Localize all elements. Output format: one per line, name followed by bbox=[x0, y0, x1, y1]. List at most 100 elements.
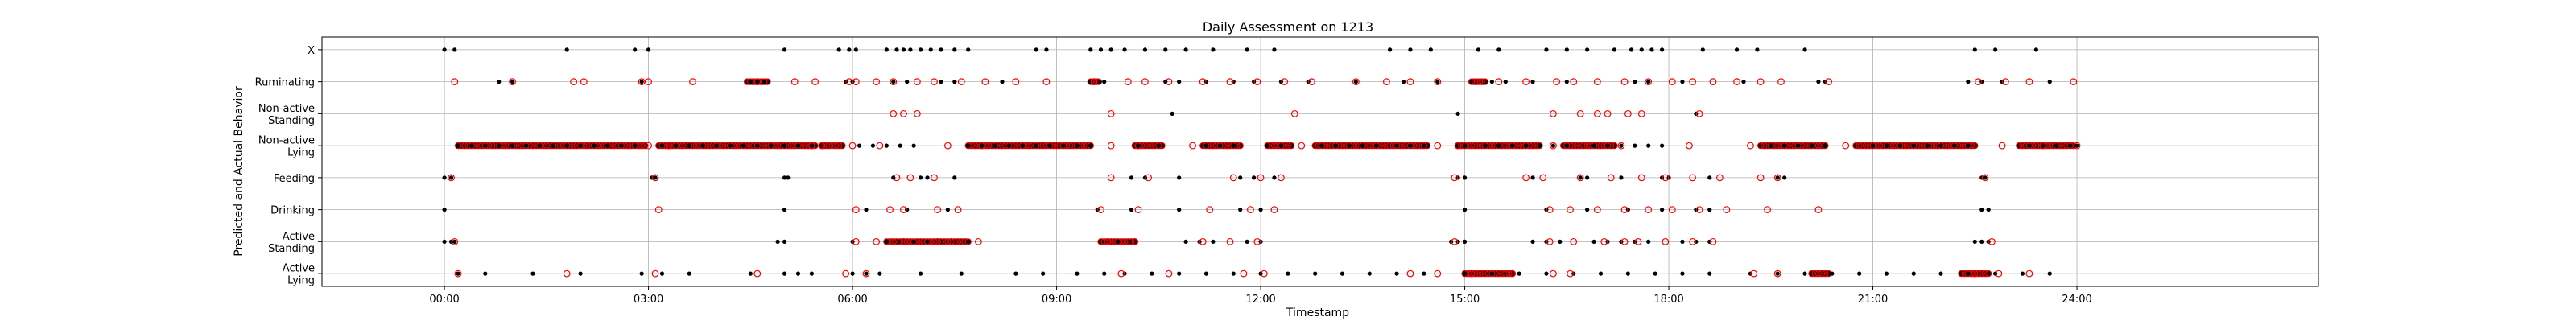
data-point-predicted bbox=[1964, 142, 1971, 150]
data-point-actual bbox=[1496, 143, 1501, 148]
data-point-actual bbox=[1741, 80, 1746, 84]
data-point-actual bbox=[1625, 271, 1630, 276]
data-point-predicted bbox=[893, 174, 901, 182]
data-point-actual bbox=[1211, 47, 1216, 52]
data-point-actual bbox=[1476, 47, 1481, 52]
data-point-actual bbox=[469, 143, 474, 148]
data-point-predicted bbox=[495, 142, 502, 150]
data-point-predicted bbox=[958, 238, 965, 245]
data-point-predicted bbox=[1475, 142, 1482, 150]
data-point-actual bbox=[442, 208, 447, 212]
data-point-predicted bbox=[1319, 142, 1326, 150]
data-point-predicted bbox=[981, 78, 989, 86]
data-point-actual bbox=[1177, 80, 1182, 84]
data-point-actual bbox=[1203, 271, 1209, 276]
axes: 00:00 03:00 06:00 09:00 12:00 15:00 18:00 21:00… bbox=[255, 45, 2092, 306]
data-point-actual bbox=[1098, 47, 1104, 52]
data-point-predicted bbox=[1059, 142, 1067, 150]
data-point-actual bbox=[1966, 80, 1971, 84]
data-point-predicted bbox=[1822, 142, 1829, 150]
data-point-predicted bbox=[740, 142, 747, 150]
data-point-actual bbox=[497, 143, 502, 148]
data-point-actual bbox=[1013, 271, 1018, 276]
data-point-predicted bbox=[1794, 142, 1802, 150]
data-point-actual bbox=[1823, 143, 1827, 148]
data-point-predicted bbox=[689, 78, 696, 86]
data-point-actual bbox=[939, 80, 943, 84]
data-point-actual bbox=[762, 80, 766, 84]
data-point-predicted bbox=[1400, 142, 1407, 150]
data-point-predicted bbox=[475, 142, 482, 150]
data-point-predicted bbox=[1988, 237, 1996, 245]
data-point-predicted bbox=[1100, 238, 1108, 245]
data-point-actual bbox=[1680, 271, 1685, 276]
data-point-actual bbox=[646, 47, 651, 52]
data-point-predicted bbox=[1522, 78, 1530, 86]
data-point-predicted bbox=[1284, 142, 1291, 150]
data-point-predicted bbox=[679, 142, 686, 150]
data-point-actual bbox=[1530, 80, 1535, 84]
data-point-predicted bbox=[1788, 142, 1795, 150]
data-point-predicted bbox=[1468, 78, 1476, 85]
data-run-marker bbox=[1131, 142, 1166, 150]
data-point-predicted bbox=[1393, 142, 1401, 150]
data-point-predicted bbox=[1199, 78, 1207, 86]
data-point-predicted bbox=[1757, 174, 1765, 182]
data-point-predicted bbox=[1689, 78, 1697, 86]
data-point-actual bbox=[1462, 271, 1468, 276]
data-point-actual bbox=[1646, 239, 1651, 244]
data-point-predicted bbox=[753, 78, 762, 86]
data-point-actual bbox=[966, 239, 971, 244]
data-point-predicted bbox=[651, 174, 659, 182]
data-point-predicted bbox=[1145, 174, 1153, 182]
data-point-actual bbox=[1884, 271, 1889, 276]
data-point-actual bbox=[1857, 271, 1862, 276]
data-point-actual bbox=[633, 143, 638, 148]
data-point-predicted bbox=[852, 78, 860, 86]
data-point-predicted bbox=[1822, 270, 1829, 278]
data-point-actual bbox=[1558, 239, 1563, 244]
data-point-actual bbox=[1966, 271, 1971, 276]
data-point-actual bbox=[1646, 143, 1651, 148]
data-point-predicted bbox=[1104, 237, 1112, 245]
data-point-predicted bbox=[761, 78, 768, 85]
data-point-predicted bbox=[1546, 237, 1554, 245]
data-point-actual bbox=[925, 239, 930, 244]
data-point-actual bbox=[748, 271, 753, 276]
data-point-predicted bbox=[1668, 78, 1676, 86]
data-point-actual bbox=[2041, 143, 2046, 148]
data-point-actual bbox=[1795, 143, 1801, 148]
data-point-predicted bbox=[1981, 174, 1989, 182]
x-tick-label: 18:00 bbox=[1653, 294, 1683, 306]
data-point-actual bbox=[1088, 47, 1093, 52]
data-point-actual bbox=[1979, 239, 1984, 244]
data-point-predicted bbox=[1236, 142, 1244, 150]
data-point-actual bbox=[1659, 143, 1665, 148]
data-point-predicted bbox=[1434, 142, 1442, 150]
data-point-actual bbox=[925, 175, 930, 180]
y-tick-label: Lying bbox=[287, 147, 315, 159]
data-point-actual bbox=[1061, 143, 1066, 148]
data-run-marker bbox=[1461, 270, 1516, 278]
data-point-predicted bbox=[954, 206, 962, 214]
data-point-actual bbox=[1353, 80, 1358, 84]
data-point-predicted bbox=[2033, 142, 2040, 150]
data-point-predicted bbox=[665, 142, 673, 150]
data-point-actual bbox=[687, 143, 691, 148]
data-point-predicted bbox=[1414, 142, 1421, 150]
data-point-predicted bbox=[1124, 78, 1132, 86]
data-point-actual bbox=[891, 80, 896, 84]
y-tick-label: Non-active bbox=[258, 135, 315, 147]
data-point-predicted bbox=[767, 142, 774, 150]
data-point-predicted bbox=[1509, 142, 1516, 150]
data-point-predicted bbox=[1563, 142, 1571, 150]
data-point-actual bbox=[1578, 175, 1583, 180]
data-point-predicted bbox=[597, 142, 605, 150]
data-point-actual bbox=[1925, 143, 1930, 148]
data-point-predicted bbox=[1570, 78, 1578, 86]
data-point-predicted bbox=[2073, 142, 2081, 150]
data-point-actual bbox=[1510, 143, 1515, 148]
data-point-predicted bbox=[931, 174, 938, 182]
data-point-predicted bbox=[1080, 142, 1088, 150]
